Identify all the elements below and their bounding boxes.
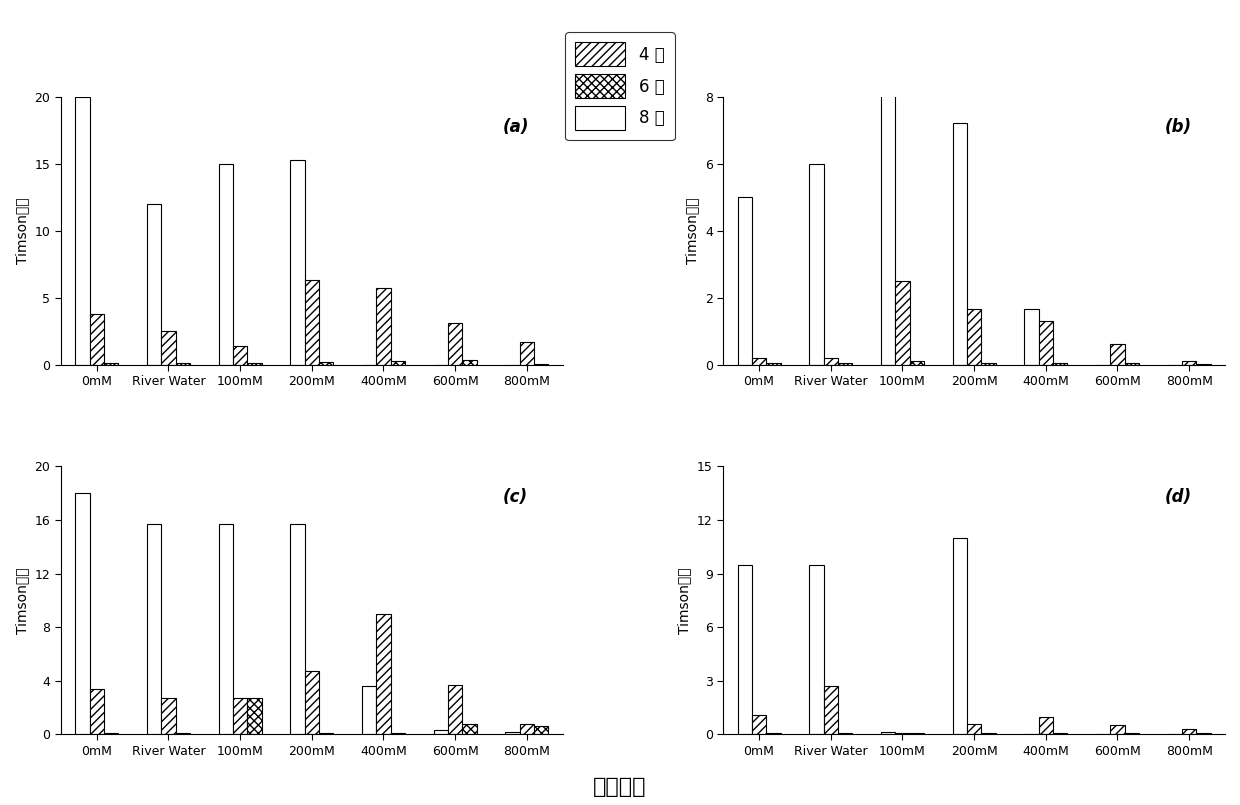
Bar bbox=[104, 362, 118, 365]
Text: 盐分含量: 盐分含量 bbox=[593, 777, 647, 797]
Bar bbox=[1125, 363, 1140, 365]
Bar bbox=[1110, 345, 1125, 365]
Bar bbox=[218, 163, 233, 365]
Bar bbox=[376, 288, 391, 365]
Bar bbox=[362, 686, 376, 734]
Bar bbox=[1182, 729, 1197, 734]
Bar bbox=[376, 613, 391, 734]
Bar bbox=[880, 87, 895, 365]
Bar bbox=[290, 524, 305, 734]
Bar bbox=[910, 733, 924, 734]
Bar bbox=[161, 331, 176, 365]
Bar bbox=[319, 362, 334, 365]
Text: (c): (c) bbox=[502, 488, 527, 506]
Bar bbox=[104, 733, 118, 734]
Bar bbox=[76, 493, 89, 734]
Bar bbox=[823, 686, 838, 734]
Bar bbox=[895, 733, 910, 734]
Bar bbox=[1182, 361, 1197, 365]
Bar bbox=[520, 342, 534, 365]
Bar bbox=[1053, 733, 1068, 734]
Bar bbox=[176, 363, 190, 365]
Bar bbox=[434, 729, 448, 734]
Bar bbox=[448, 323, 463, 365]
Y-axis label: Timson指数: Timson指数 bbox=[686, 197, 699, 264]
Text: (d): (d) bbox=[1164, 488, 1192, 506]
Bar bbox=[823, 358, 838, 365]
Y-axis label: Timson指数: Timson指数 bbox=[15, 567, 29, 634]
Y-axis label: Timson指数: Timson指数 bbox=[15, 197, 29, 264]
Bar bbox=[89, 689, 104, 734]
Text: (a): (a) bbox=[502, 118, 529, 136]
Bar bbox=[319, 733, 334, 734]
Bar bbox=[290, 159, 305, 365]
Bar bbox=[981, 733, 996, 734]
Bar bbox=[967, 724, 981, 734]
Bar bbox=[1110, 725, 1125, 734]
Legend: 4 天, 6 天, 8 天: 4 天, 6 天, 8 天 bbox=[565, 32, 675, 140]
Bar bbox=[247, 363, 262, 365]
Bar bbox=[1039, 716, 1053, 734]
Bar bbox=[952, 123, 967, 365]
Bar bbox=[520, 724, 534, 734]
Bar bbox=[233, 698, 247, 734]
Bar bbox=[505, 732, 520, 734]
Bar bbox=[810, 564, 823, 734]
Bar bbox=[838, 733, 852, 734]
Y-axis label: Timson指数: Timson指数 bbox=[677, 567, 692, 634]
Bar bbox=[738, 197, 751, 365]
Bar bbox=[247, 698, 262, 734]
Bar bbox=[176, 733, 190, 734]
Bar bbox=[534, 726, 548, 734]
Bar bbox=[751, 358, 766, 365]
Bar bbox=[391, 361, 405, 365]
Bar bbox=[1125, 733, 1140, 734]
Bar bbox=[161, 698, 176, 734]
Bar bbox=[810, 163, 823, 365]
Bar bbox=[738, 564, 751, 734]
Bar bbox=[981, 363, 996, 365]
Bar bbox=[1053, 363, 1068, 365]
Bar bbox=[146, 204, 161, 365]
Bar bbox=[233, 346, 247, 365]
Bar bbox=[89, 314, 104, 365]
Bar bbox=[305, 671, 319, 734]
Bar bbox=[838, 363, 852, 365]
Bar bbox=[305, 280, 319, 365]
Bar bbox=[1197, 733, 1210, 734]
Bar bbox=[910, 361, 924, 365]
Text: (b): (b) bbox=[1164, 118, 1192, 136]
Bar bbox=[1039, 321, 1053, 365]
Bar bbox=[751, 715, 766, 734]
Bar bbox=[880, 732, 895, 734]
Bar bbox=[967, 309, 981, 365]
Bar bbox=[1024, 309, 1039, 365]
Bar bbox=[218, 524, 233, 734]
Bar bbox=[146, 524, 161, 734]
Bar bbox=[895, 281, 910, 365]
Bar bbox=[766, 363, 780, 365]
Bar bbox=[463, 724, 476, 734]
Bar bbox=[76, 97, 89, 365]
Bar bbox=[766, 733, 780, 734]
Bar bbox=[463, 360, 476, 365]
Bar bbox=[391, 733, 405, 734]
Bar bbox=[448, 685, 463, 734]
Bar bbox=[952, 538, 967, 734]
